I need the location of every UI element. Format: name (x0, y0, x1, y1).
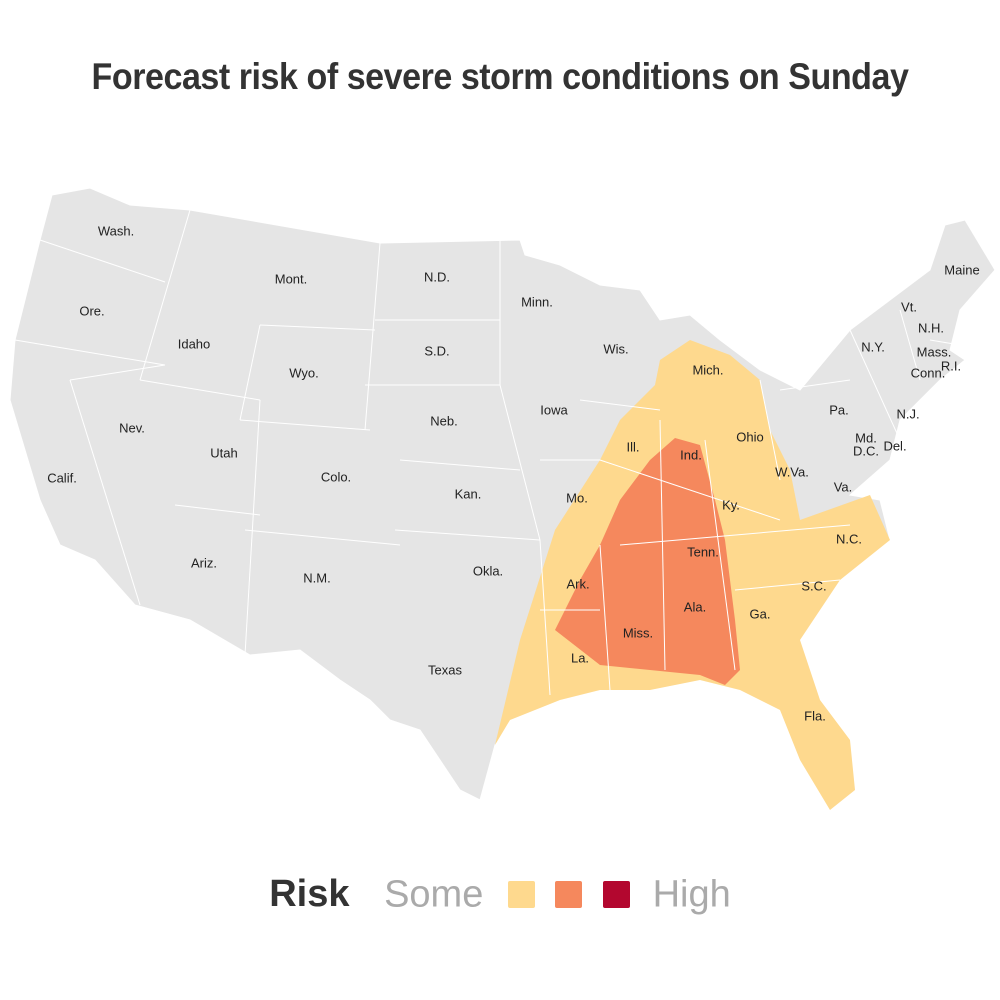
legend-low-label: Some (384, 873, 484, 916)
state-border (69, 364, 166, 381)
state-label: Vt. (901, 299, 917, 315)
state-border (394, 529, 541, 541)
state-border (39, 239, 166, 283)
state-border (734, 579, 841, 591)
state-label: R.I. (940, 358, 962, 374)
state-label: Miss. (622, 625, 654, 641)
state-border (619, 524, 851, 546)
state-label: D.C. (853, 443, 879, 459)
state-border (259, 324, 376, 331)
state-label: Calif. (47, 470, 77, 486)
state-label: N.M. (303, 570, 331, 586)
state-border (579, 399, 661, 411)
state-border (364, 242, 381, 431)
state-label: Nev. (119, 420, 145, 436)
state-border (929, 339, 961, 346)
state-border (14, 339, 166, 366)
state-label: Mont. (274, 271, 308, 287)
legend-high-label: High (652, 873, 731, 916)
state-label: Mich. (692, 362, 724, 378)
state-label: N.Y. (861, 339, 885, 355)
state-border (69, 379, 141, 606)
state-border (539, 539, 551, 696)
state-border (244, 399, 261, 656)
state-label: Conn. (910, 365, 946, 381)
state-label: S.D. (424, 343, 450, 359)
state-border (399, 459, 521, 471)
legend-title: Risk (269, 873, 350, 916)
state-label: Colo. (320, 469, 352, 485)
state-label: Ark. (566, 576, 590, 592)
state-label: Ill. (626, 439, 640, 455)
state-label: Wyo. (289, 365, 319, 381)
state-label: N.C. (836, 531, 862, 547)
state-label: Ore. (79, 303, 105, 319)
state-label: Minn. (521, 294, 553, 310)
state-label: Mass. (916, 344, 952, 360)
state-label: Wis. (603, 341, 629, 357)
state-border (849, 329, 901, 441)
state-label: Utah (210, 445, 238, 461)
state-border (139, 379, 261, 401)
state-label: Iowa (540, 402, 568, 418)
state-border (899, 309, 921, 381)
state-border (244, 529, 401, 546)
state-border (239, 324, 261, 421)
state-label: Ga. (749, 606, 771, 622)
state-label: Ohio (736, 429, 764, 445)
state-label: N.D. (424, 269, 450, 285)
state-border (599, 459, 781, 521)
state-border (759, 379, 781, 481)
state-label: Fla. (804, 708, 826, 724)
state-label: Va. (833, 479, 853, 495)
legend: Risk Some High (0, 872, 1000, 916)
state-label: Md. (855, 430, 877, 446)
risk-area-moderate (555, 438, 740, 685)
state-border (779, 379, 851, 391)
state-label: Idaho (177, 336, 211, 352)
state-border (659, 419, 666, 671)
state-label: Maine (944, 262, 980, 278)
state-label: Tenn. (687, 544, 719, 560)
state-label: N.J. (896, 406, 920, 422)
state-label: Ky. (722, 497, 740, 513)
legend-swatch-some (507, 881, 535, 909)
state-border (239, 419, 371, 431)
legend-swatch-moderate (555, 881, 583, 909)
state-label: Mo. (566, 490, 588, 506)
state-border (174, 504, 261, 516)
state-border (139, 209, 191, 381)
state-border (499, 384, 541, 541)
state-label: N.H. (918, 320, 944, 336)
state-label: Ariz. (191, 555, 217, 571)
state-label: Wash. (97, 223, 135, 239)
state-label: Ala. (683, 599, 707, 615)
state-border (704, 439, 736, 671)
legend-swatch-high (603, 881, 631, 909)
state-borders (14, 209, 961, 696)
state-label: Del. (883, 438, 907, 454)
state-label: Neb. (430, 413, 458, 429)
state-label: Ind. (680, 447, 702, 463)
state-label: Texas (428, 662, 462, 678)
state-label: Okla. (472, 563, 504, 579)
state-label: Kan. (454, 486, 482, 502)
state-label: Pa. (829, 402, 849, 418)
state-label: W.Va. (775, 464, 809, 480)
state-border (599, 544, 611, 691)
chart-title: Forecast risk of severe storm conditions… (91, 56, 909, 97)
state-label: S.C. (801, 578, 827, 594)
state-label: La. (570, 650, 590, 666)
